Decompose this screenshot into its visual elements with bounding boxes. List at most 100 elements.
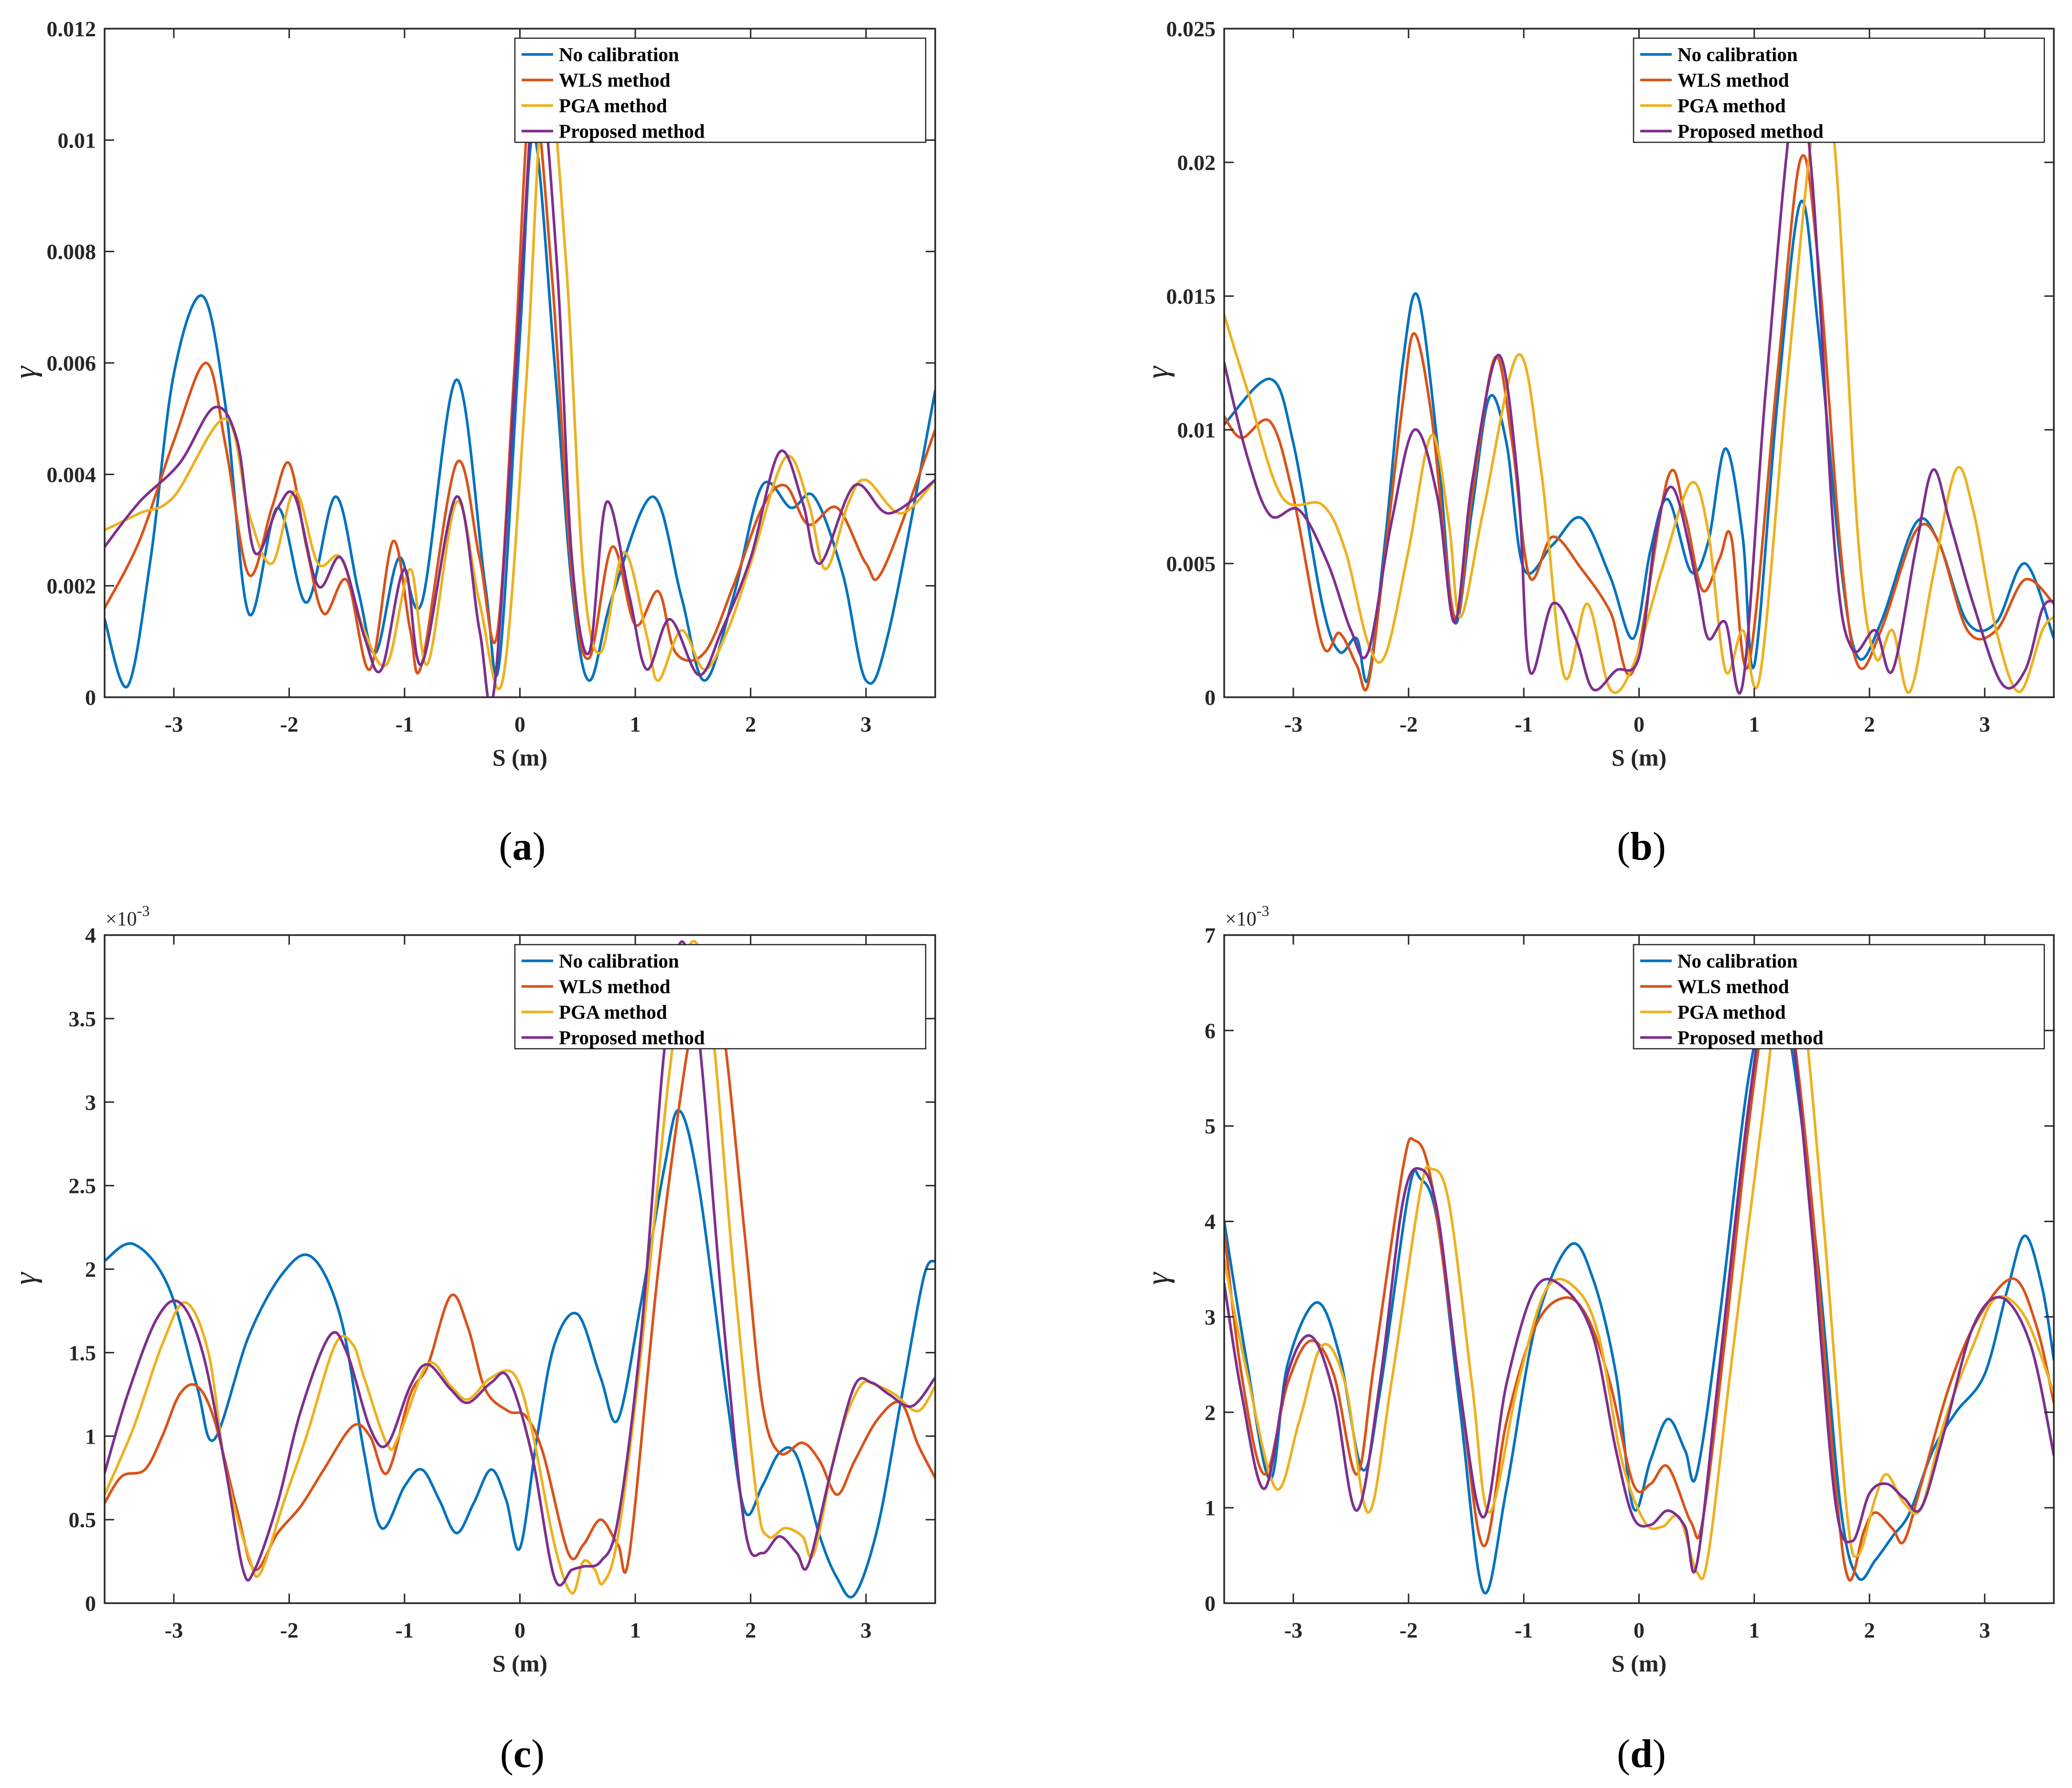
caption-letter: b: [1630, 824, 1653, 869]
y-tick-label: 3.5: [69, 1007, 96, 1031]
series-line-pga-method: [105, 64, 935, 691]
legend-entry: Proposed method: [559, 1027, 705, 1049]
series-line-no-calibration: [105, 1109, 935, 1599]
y-tick-label: 0.012: [47, 17, 96, 41]
caption-letter: c: [513, 1732, 531, 1776]
series-line-wls-method: [1224, 154, 2054, 692]
y-tick-label: 6: [1205, 1019, 1216, 1043]
series-line-proposed-method: [1224, 954, 2054, 1574]
x-tick-label: -3: [1284, 1618, 1303, 1642]
x-tick-label: 3: [1979, 1618, 1990, 1642]
legend-box: [1633, 37, 2045, 143]
y-tick-label: 0: [1205, 685, 1216, 710]
series-lines: [105, 64, 935, 697]
x-tick-label: 2: [1864, 712, 1875, 736]
caption-open-paren: (: [500, 1732, 513, 1776]
legend-box: [1633, 944, 2045, 1050]
chart-panel-b: -3 -2 -1 0 1 2 3 0 0.005 0.01 0.015 0.02 0.025 S (m) γ…: [1140, 17, 2055, 869]
y-tick-label: 1: [1205, 1496, 1216, 1520]
legend-box: [514, 37, 927, 143]
y-tick-label: 0.008: [47, 240, 96, 264]
legend-entry: No calibration: [1677, 43, 1798, 65]
x-tick-label: 2: [745, 712, 756, 736]
legend-entry: PGA method: [1677, 1001, 1786, 1023]
y-tick-label: 2.5: [69, 1174, 96, 1198]
x-tick-label: 2: [745, 1618, 756, 1642]
caption-close-paren: ): [533, 824, 546, 869]
y-tick-label: 0.025: [1166, 17, 1216, 41]
legend-entry: WLS method: [1677, 69, 1789, 91]
series-line-no-calibration: [105, 133, 935, 689]
legend-entry: Proposed method: [1677, 1027, 1824, 1049]
x-axis-label: S (m): [1612, 1650, 1666, 1677]
caption-close-paren: ): [531, 1732, 545, 1776]
y-tick-label: 0: [1205, 1591, 1216, 1616]
y-tick-label: 0.005: [1166, 552, 1216, 576]
x-tick-label: 0: [514, 712, 525, 736]
series-line-wls-method: [1224, 961, 2054, 1582]
caption-open-paren: (: [1617, 824, 1630, 869]
chart-panel-a: -3 -2 -1 0 1 2 3 0 0.002 0.004 0.006 0.008 0.01 0.012…: [8, 17, 936, 869]
panel-caption: (d): [1617, 1732, 1666, 1776]
series-line-proposed-method: [105, 66, 935, 697]
y-tick-label: 0.02: [1177, 150, 1216, 175]
y-tick-label: 0: [85, 1591, 96, 1616]
series-line-pga-method: [1224, 75, 2054, 694]
caption-letter: d: [1630, 1732, 1653, 1776]
series-line-no-calibration: [1224, 983, 2054, 1595]
caption-open-paren: (: [1617, 1732, 1630, 1776]
exponent-base: ×10: [106, 908, 137, 930]
y-tick-label: 7: [1205, 923, 1216, 947]
y-axis-label: γ: [1140, 365, 1175, 379]
legend: No calibration WLS method PGA method Propos…: [1633, 944, 2045, 1050]
y-tick-label: 1.5: [69, 1341, 96, 1365]
x-axis-label: S (m): [1612, 744, 1666, 771]
y-tick-label: 2: [85, 1257, 96, 1282]
x-tick-label: -1: [395, 712, 414, 736]
x-tick-label: -3: [165, 1618, 183, 1642]
y-axis-label: γ: [8, 365, 43, 379]
y-tick-label: 0.015: [1166, 284, 1216, 309]
chart-panel-c: -3 -2 -1 0 1 2 300.511.522.533.54×10-3S (m)γNo…: [8, 902, 936, 1776]
panel-caption: (a): [499, 824, 546, 869]
legend-entry: PGA method: [1677, 95, 1786, 117]
y-tick-label: 0.01: [1177, 418, 1216, 442]
legend: No calibration WLS method PGA method Propos…: [514, 944, 927, 1050]
x-tick-label: -2: [1399, 1618, 1418, 1642]
exponent-power: -3: [1257, 902, 1270, 919]
y-tick-label: 0.002: [47, 574, 96, 598]
legend-entry: PGA method: [559, 95, 667, 117]
y-axis-label: γ: [8, 1272, 43, 1285]
x-tick-label: -3: [1284, 712, 1303, 736]
x-tick-label: -2: [1399, 712, 1418, 736]
x-axis-label: S (m): [492, 744, 547, 771]
x-tick-label: 1: [1749, 1618, 1760, 1642]
x-tick-label: 1: [1749, 712, 1760, 736]
caption-letter: a: [513, 824, 533, 869]
caption-open-paren: (: [499, 824, 513, 869]
x-tick-label: 3: [861, 1618, 872, 1642]
legend-entry: WLS method: [559, 69, 671, 91]
y-tick-label: 5: [1205, 1114, 1216, 1139]
x-tick-label: 3: [861, 712, 872, 736]
panel-caption: (b): [1617, 824, 1666, 869]
y-tick-label: 0: [85, 685, 96, 710]
legend-entry: PGA method: [559, 1001, 667, 1023]
y-tick-label: 0.5: [69, 1508, 96, 1532]
y-axis-exponent: ×10-3: [106, 902, 150, 930]
caption-close-paren: ): [1653, 824, 1666, 869]
series-line-proposed-method: [105, 940, 935, 1587]
x-tick-label: -3: [165, 712, 183, 736]
x-tick-label: -1: [1515, 712, 1533, 736]
y-axis-label: γ: [1140, 1272, 1175, 1285]
x-tick-label: 0: [1634, 1618, 1645, 1642]
y-tick-label: 0.004: [47, 462, 96, 487]
legend-entry: Proposed method: [1677, 120, 1824, 142]
legend-entry: WLS method: [559, 976, 671, 998]
x-axis-label: S (m): [492, 1650, 547, 1677]
panel-caption: (c): [500, 1732, 545, 1776]
x-tick-label: 1: [630, 1618, 641, 1642]
x-tick-label: 0: [514, 1618, 525, 1642]
series-line-pga-method: [105, 940, 935, 1595]
series-line-pga-method: [1224, 946, 2054, 1580]
